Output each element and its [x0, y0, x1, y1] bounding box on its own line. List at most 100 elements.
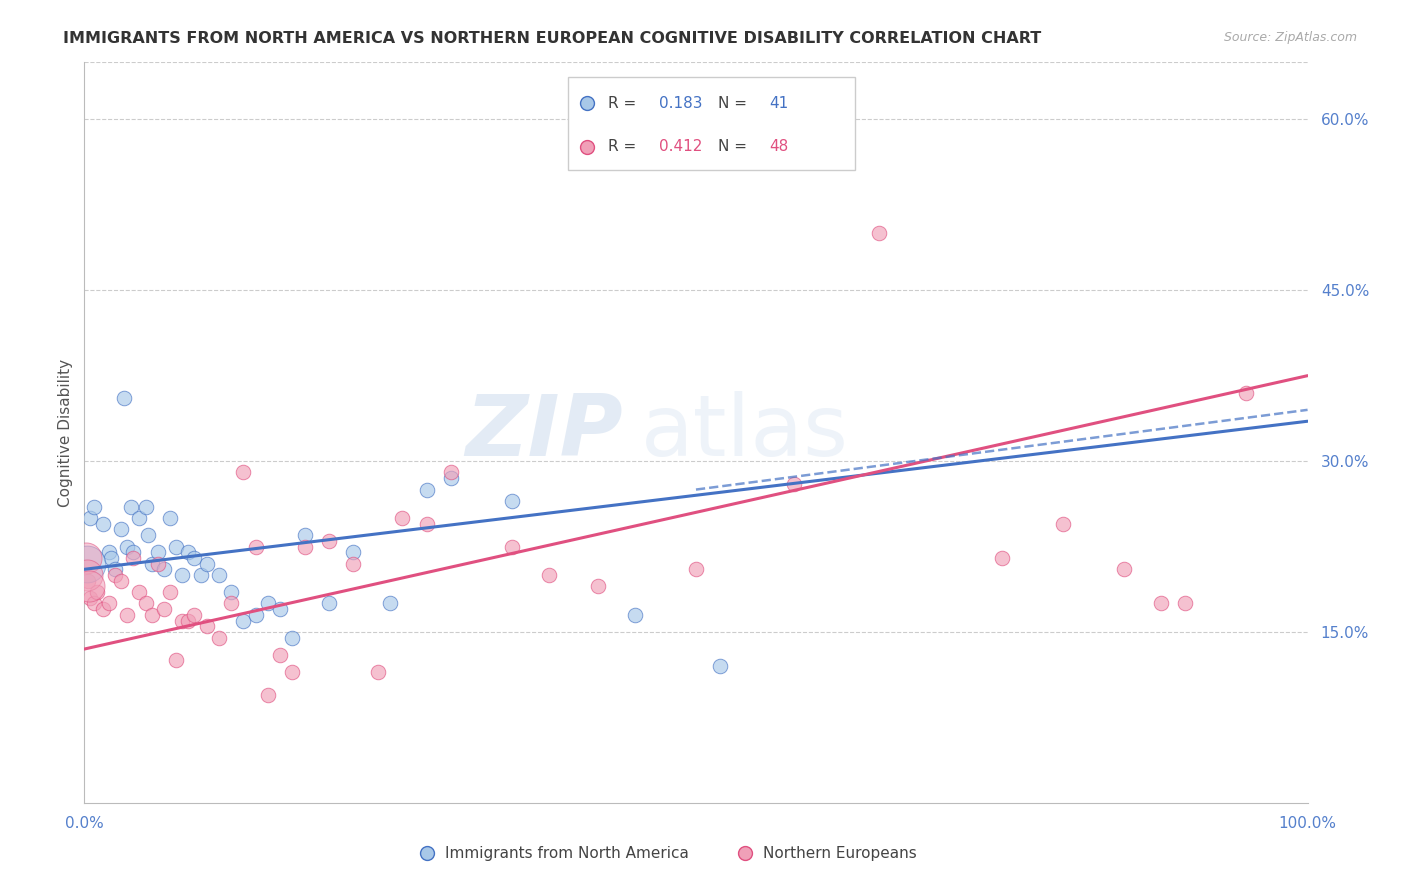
Point	[342, 545, 364, 559]
Point	[208, 631, 231, 645]
Point	[440, 466, 463, 480]
Point	[1236, 385, 1258, 400]
Text: ZIP: ZIP	[465, 391, 623, 475]
Point	[110, 574, 132, 588]
Point	[391, 511, 413, 525]
Point	[245, 540, 267, 554]
Text: Immigrants from North America: Immigrants from North America	[446, 846, 689, 861]
Point	[586, 579, 609, 593]
Point	[153, 602, 176, 616]
Point	[76, 568, 98, 582]
Point	[97, 545, 120, 559]
Point	[1052, 516, 1074, 531]
Point	[128, 585, 150, 599]
Point	[183, 607, 205, 622]
Point	[367, 665, 389, 679]
Text: 48: 48	[769, 139, 789, 154]
Point	[146, 545, 169, 559]
Point	[86, 585, 108, 599]
Text: N =: N =	[718, 95, 752, 111]
Text: 0.412: 0.412	[659, 139, 703, 154]
Text: N =: N =	[718, 139, 752, 154]
Point	[195, 557, 218, 571]
Point	[294, 528, 316, 542]
Point	[172, 614, 194, 628]
Point	[991, 550, 1014, 565]
Point	[83, 597, 105, 611]
Point	[136, 528, 159, 542]
Point	[208, 568, 231, 582]
Point	[440, 471, 463, 485]
Point	[77, 579, 100, 593]
Point	[122, 545, 145, 559]
Point	[190, 568, 212, 582]
Text: Northern Europeans: Northern Europeans	[763, 846, 917, 861]
Point	[91, 516, 114, 531]
Point	[135, 500, 157, 514]
Point	[281, 631, 304, 645]
Point	[172, 568, 194, 582]
Point	[219, 585, 242, 599]
Point	[1150, 597, 1173, 611]
Point	[245, 607, 267, 622]
Point	[159, 511, 181, 525]
Point	[104, 562, 127, 576]
Point	[165, 653, 187, 667]
Point	[416, 483, 439, 497]
Point	[294, 540, 316, 554]
Point	[232, 614, 254, 628]
Point	[269, 648, 291, 662]
Point	[165, 540, 187, 554]
Point	[83, 500, 105, 514]
Point	[79, 511, 101, 525]
Text: 41: 41	[769, 95, 789, 111]
Text: IMMIGRANTS FROM NORTH AMERICA VS NORTHERN EUROPEAN COGNITIVE DISABILITY CORRELAT: IMMIGRANTS FROM NORTH AMERICA VS NORTHER…	[63, 31, 1042, 46]
Point	[146, 557, 169, 571]
Point	[115, 607, 138, 622]
Point	[257, 688, 280, 702]
Point	[232, 466, 254, 480]
Text: Source: ZipAtlas.com: Source: ZipAtlas.com	[1223, 31, 1357, 45]
Bar	[568, 78, 855, 169]
Point	[135, 597, 157, 611]
Point	[219, 597, 242, 611]
Point	[77, 574, 100, 588]
Point	[177, 545, 200, 559]
Point	[281, 665, 304, 679]
Point	[783, 476, 806, 491]
Point	[91, 602, 114, 616]
Text: R =: R =	[607, 95, 641, 111]
Point	[122, 550, 145, 565]
Point	[380, 597, 402, 611]
Point	[141, 557, 163, 571]
Point	[318, 533, 340, 548]
Point	[709, 659, 731, 673]
Point	[153, 562, 176, 576]
Point	[128, 511, 150, 525]
Point	[75, 550, 97, 565]
Point	[183, 550, 205, 565]
Point	[104, 568, 127, 582]
Point	[100, 550, 122, 565]
Text: R =: R =	[607, 139, 641, 154]
Point	[318, 597, 340, 611]
Point	[685, 562, 707, 576]
Point	[79, 591, 101, 605]
Text: atlas: atlas	[641, 391, 849, 475]
Y-axis label: Cognitive Disability: Cognitive Disability	[58, 359, 73, 507]
Point	[269, 602, 291, 616]
Point	[115, 540, 138, 554]
Point	[112, 392, 135, 406]
Point	[624, 607, 647, 622]
Point	[76, 557, 98, 571]
Point	[257, 597, 280, 611]
Point	[416, 516, 439, 531]
Point	[195, 619, 218, 633]
Point	[502, 540, 524, 554]
Point	[97, 597, 120, 611]
Text: 0.183: 0.183	[659, 95, 703, 111]
Point	[502, 494, 524, 508]
Point	[110, 523, 132, 537]
Point	[1114, 562, 1136, 576]
Point	[141, 607, 163, 622]
